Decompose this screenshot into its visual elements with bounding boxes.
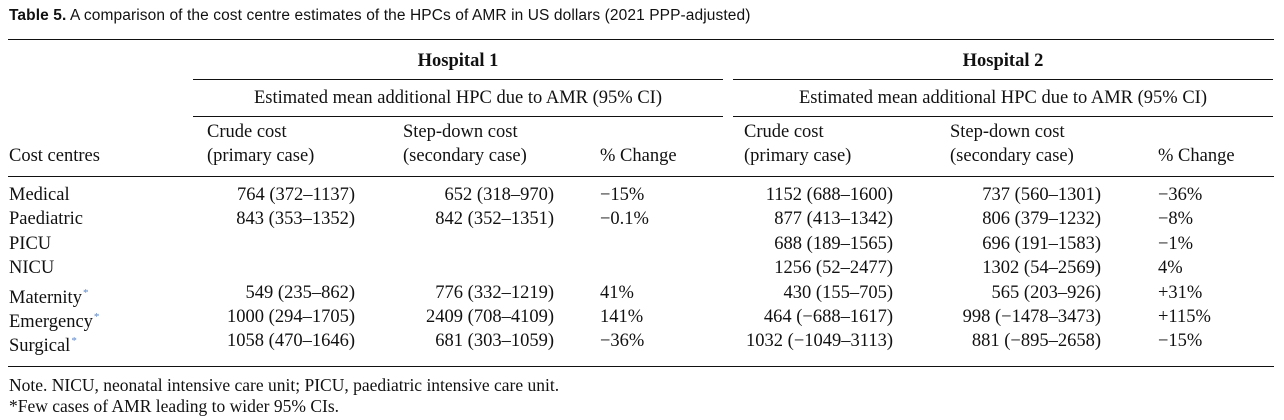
h1-crude-cell: 764 (372–1137)	[236, 185, 355, 205]
hospital2-subheader: Estimated mean additional HPC due to AMR…	[799, 88, 1207, 108]
cost-centre-name: Emergency*	[9, 307, 99, 333]
h1-pct-header: % Change	[600, 146, 677, 166]
cost-centre-name: NICU	[9, 258, 54, 279]
footnote-marker[interactable]: *	[82, 287, 89, 299]
h2-pct-cell: −15%	[1158, 331, 1203, 351]
h2-crude-cell: 688 (189–1565)	[774, 234, 893, 254]
cost-centre-name: PICU	[9, 234, 51, 255]
h2-step-header-line1: Step-down cost	[950, 122, 1065, 142]
cost-centre-name: Maternity*	[9, 283, 88, 309]
top-rule	[8, 39, 1274, 40]
h2-pct-cell: +115%	[1158, 307, 1211, 327]
cost-centre-label: NICU	[9, 258, 55, 278]
cost-centre-name: Medical	[9, 185, 70, 206]
hospital1-header: Hospital 1	[417, 51, 499, 71]
h2-crude-header-line2: (primary case)	[744, 146, 852, 166]
h2-crude-cell: 1152 (688–1600)	[765, 185, 893, 205]
hospital1-rule	[193, 79, 723, 80]
table-label: Table 5.	[9, 7, 67, 24]
h1-step-cell: 652 (318–970)	[444, 185, 554, 205]
h1-pct-cell: −15%	[600, 185, 645, 205]
cost-centre-label: Surgical	[9, 336, 71, 356]
cost-centre-label: PICU	[9, 234, 52, 254]
hospital1-subrule	[193, 116, 723, 117]
h2-pct-cell: 4%	[1158, 258, 1183, 278]
h2-step-header-line2: (secondary case)	[950, 146, 1074, 166]
cost-centre-name: Surgical*	[9, 331, 77, 357]
h1-crude-header-line1: Crude cost	[207, 122, 287, 142]
footnote-marker[interactable]: *	[93, 311, 100, 323]
h2-pct-header: % Change	[1158, 146, 1235, 166]
h2-step-cell: 737 (560–1301)	[982, 185, 1101, 205]
table-title: A comparison of the cost centre estimate…	[69, 7, 751, 24]
table-note: Note. NICU, neonatal intensive care unit…	[9, 375, 560, 395]
h2-pct-cell: −8%	[1158, 209, 1194, 229]
hospital1-subheader: Estimated mean additional HPC due to AMR…	[254, 88, 662, 108]
h1-pct-cell: 41%	[600, 283, 634, 303]
h1-step-cell: 842 (352–1351)	[435, 209, 554, 229]
table-caption: Table 5. A comparison of the cost centre…	[9, 7, 750, 25]
h2-crude-cell: 1256 (52–2477)	[774, 258, 893, 278]
h2-pct-cell: −1%	[1158, 234, 1194, 254]
h1-step-cell: 776 (332–1219)	[435, 283, 554, 303]
h2-pct-cell: +31%	[1158, 283, 1203, 303]
h2-crude-cell: 430 (155–705)	[783, 283, 893, 303]
h1-step-header-line2: (secondary case)	[403, 146, 527, 166]
h1-pct-cell: −0.1%	[600, 209, 649, 229]
h2-crude-cell: 464 (−688–1617)	[763, 307, 893, 327]
h2-crude-cell: 877 (413–1342)	[774, 209, 893, 229]
h1-crude-cell: 1000 (294–1705)	[227, 307, 355, 327]
cost-centre-name: Paediatric	[9, 209, 83, 230]
h1-crude-cell: 1058 (470–1646)	[227, 331, 355, 351]
h1-crude-cell: 549 (235–862)	[245, 283, 355, 303]
cost-centre-label: Emergency	[9, 312, 93, 332]
h2-pct-cell: −36%	[1158, 185, 1203, 205]
h2-step-cell: 998 (−1478–3473)	[962, 307, 1101, 327]
h1-crude-header-line2: (primary case)	[207, 146, 315, 166]
h1-pct-cell: 141%	[600, 307, 644, 327]
h1-step-header-line1: Step-down cost	[403, 122, 518, 142]
h2-step-cell: 696 (191–1583)	[982, 234, 1101, 254]
header-rule	[8, 176, 1274, 177]
cost-centre-label: Medical	[9, 185, 70, 205]
hospital2-header: Hospital 2	[962, 51, 1044, 71]
h1-crude-cell: 843 (353–1352)	[236, 209, 355, 229]
h1-pct-cell: −36%	[600, 331, 645, 351]
h2-crude-cell: 1032 (−1049–3113)	[746, 331, 893, 351]
cost-centres-header: Cost centres	[9, 146, 100, 166]
h2-crude-header-line1: Crude cost	[744, 122, 824, 142]
cost-centre-label: Maternity	[9, 288, 82, 308]
footnote-marker[interactable]: *	[71, 335, 77, 347]
h1-step-cell: 681 (303–1059)	[435, 331, 554, 351]
bottom-rule	[8, 366, 1274, 367]
hospital2-subrule	[733, 116, 1273, 117]
h2-step-cell: 806 (379–1232)	[982, 209, 1101, 229]
h2-step-cell: 1302 (54–2569)	[982, 258, 1101, 278]
table-footnote: *Few cases of AMR leading to wider 95% C…	[9, 396, 340, 416]
h2-step-cell: 565 (203–926)	[991, 283, 1101, 303]
h1-step-cell: 2409 (708–4109)	[426, 307, 554, 327]
cost-centre-label: Paediatric	[9, 209, 83, 229]
hospital2-rule	[733, 79, 1273, 80]
h2-step-cell: 881 (−895–2658)	[971, 331, 1101, 351]
